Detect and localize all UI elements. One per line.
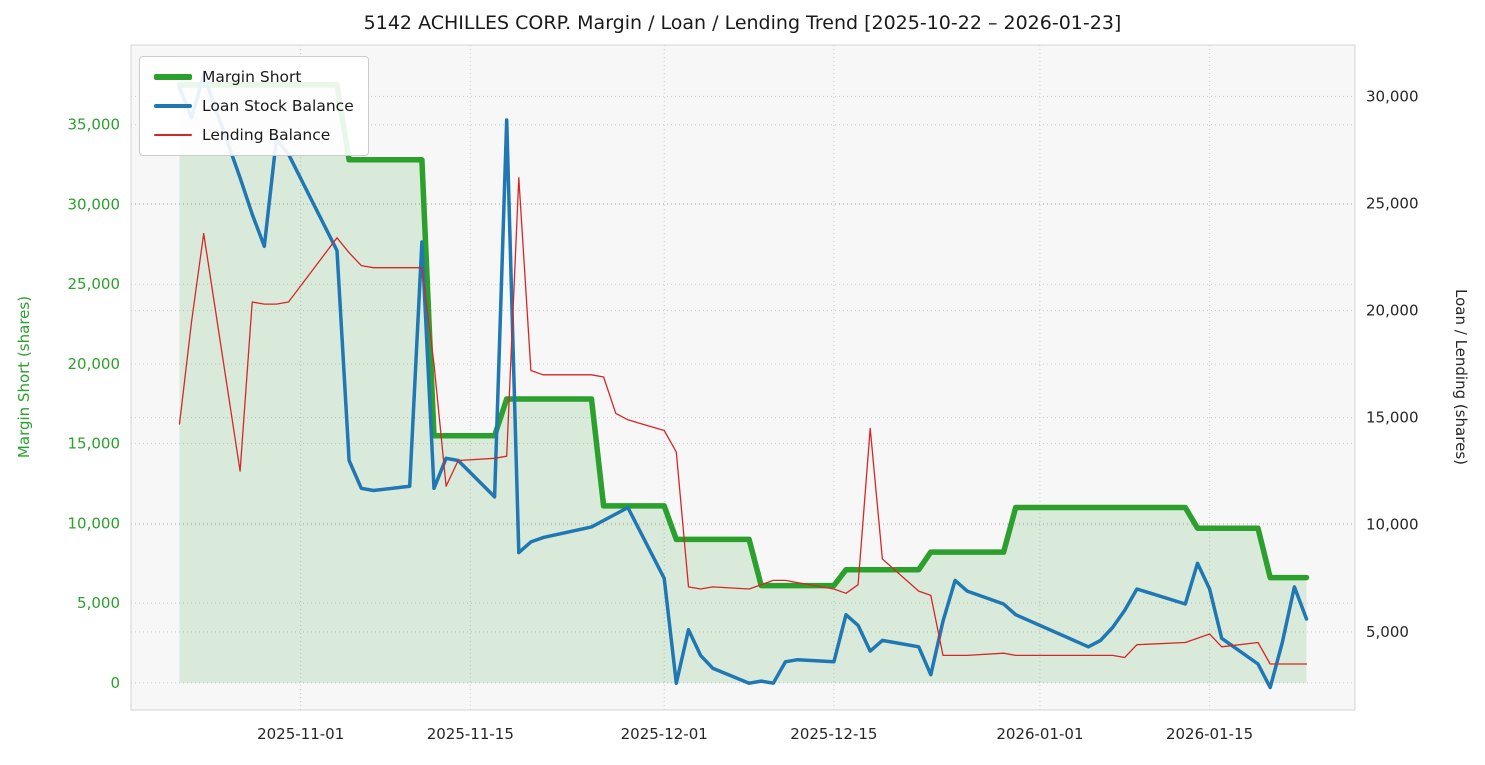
margin-short-area — [179, 84, 1307, 683]
right-axis-tick: 25,000 — [1366, 194, 1419, 212]
right-axis-tick: 10,000 — [1366, 516, 1419, 534]
lending-balance-line-swatch — [154, 134, 192, 136]
left-axis-tick: 30,000 — [68, 195, 121, 213]
x-axis-tick: 2026-01-01 — [996, 725, 1083, 743]
x-axis-tick: 2025-11-15 — [427, 725, 514, 743]
lending-balance-line — [178, 177, 1308, 665]
x-axis-tick: 2025-12-01 — [621, 725, 708, 743]
left-axis-tick: 10,000 — [68, 514, 121, 532]
x-axis-tick: 2025-12-15 — [790, 725, 877, 743]
chart-legend: Margin Short Loan Stock Balance Lending … — [139, 56, 369, 156]
x-axis-tick: 2026-01-15 — [1166, 725, 1253, 743]
left-axis-tick: 25,000 — [68, 275, 121, 293]
plot-border — [130, 44, 1356, 711]
right-axis-label: Loan / Lending (shares) — [1452, 289, 1470, 465]
loan-stock-balance-line — [177, 73, 1309, 690]
left-axis-tick: 5,000 — [77, 594, 120, 612]
left-axis-tick: 0 — [110, 674, 120, 692]
chart-title: 5142 ACHILLES CORP. Margin / Loan / Lend… — [363, 12, 1122, 34]
right-axis-tick: 20,000 — [1366, 302, 1419, 320]
margin-short-line — [176, 82, 1310, 589]
right-axis-tick: 5,000 — [1366, 623, 1409, 641]
right-axis-tick: 15,000 — [1366, 409, 1419, 427]
left-axis-tick: 35,000 — [68, 116, 121, 134]
legend-label-loan-stock-balance: Loan Stock Balance — [202, 97, 354, 115]
left-axis-tick: 20,000 — [68, 355, 121, 373]
legend-label-lending-balance: Lending Balance — [202, 126, 331, 144]
right-axis-tick: 30,000 — [1366, 87, 1419, 105]
legend-item-lending-balance: Lending Balance — [154, 124, 354, 146]
legend-item-margin-short: Margin Short — [154, 66, 354, 88]
left-axis-tick: 15,000 — [68, 435, 121, 453]
loan-stock-balance-line-swatch — [154, 104, 192, 108]
legend-label-margin-short: Margin Short — [202, 68, 302, 86]
left-axis-label: Margin Short (shares) — [15, 295, 33, 459]
legend-item-loan-stock-balance: Loan Stock Balance — [154, 95, 354, 117]
margin-short-line-swatch — [154, 74, 192, 80]
x-axis-tick: 2025-11-01 — [257, 725, 344, 743]
